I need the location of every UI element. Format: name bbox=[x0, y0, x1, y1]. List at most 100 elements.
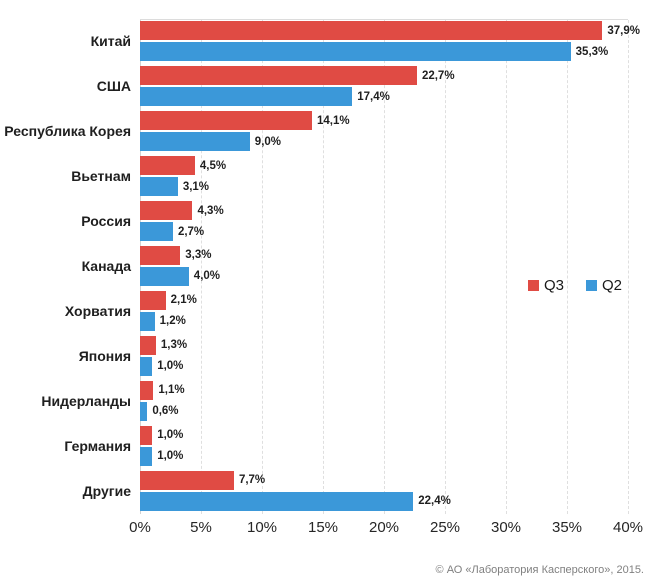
value-label: 1,0% bbox=[157, 360, 184, 373]
x-tick-label: 20% bbox=[368, 519, 400, 536]
gridline bbox=[506, 20, 507, 514]
legend-swatch bbox=[527, 280, 539, 291]
bar-line: 0,6% bbox=[140, 401, 628, 421]
bar-q3 bbox=[140, 380, 154, 400]
bar-q2 bbox=[140, 132, 250, 152]
value-label: 1,1% bbox=[158, 384, 185, 397]
x-tick-label: 0% bbox=[129, 519, 151, 536]
value-label: 1,2% bbox=[159, 315, 186, 328]
category-label: Япония bbox=[78, 347, 131, 364]
x-tick-label: 25% bbox=[429, 519, 461, 536]
category-row: Китай 37,9% 35,3% bbox=[0, 19, 640, 64]
category-label: Китай bbox=[90, 33, 131, 50]
bar-line: 4,3% bbox=[140, 201, 628, 221]
bar-line: 2,1% bbox=[140, 290, 628, 310]
bar-group: 3,3% 4,0% bbox=[140, 245, 628, 286]
bar-group: 14,1% 9,0% bbox=[140, 111, 628, 152]
category-row: Республика Корея 14,1% 9,0% bbox=[0, 109, 628, 154]
category-row: Другие 7,7% 22,4% bbox=[0, 468, 628, 513]
bar-q3 bbox=[140, 156, 195, 176]
bar-group: 7,7% 22,4% bbox=[140, 470, 628, 511]
bar-line: 7,7% bbox=[140, 470, 628, 490]
value-label: 1,0% bbox=[157, 450, 184, 463]
bar-line: 1,0% bbox=[140, 356, 628, 376]
bar-q2 bbox=[140, 356, 153, 376]
x-tick-label: 5% bbox=[190, 519, 212, 536]
bar-line: 14,1% bbox=[140, 111, 628, 131]
copyright-text: © АО «Лаборатория Касперского», 2015. bbox=[435, 564, 644, 576]
value-label: 4,3% bbox=[197, 204, 224, 217]
gridline bbox=[384, 20, 385, 514]
x-tick-label: 35% bbox=[551, 519, 583, 536]
bar-line: 35,3% bbox=[140, 42, 628, 62]
bar-q2 bbox=[140, 446, 153, 466]
category-label: Хорватия bbox=[64, 302, 131, 319]
legend-item-q3: Q3 bbox=[527, 277, 564, 294]
bar-line: 4,0% bbox=[140, 266, 628, 286]
bar-q3 bbox=[140, 66, 417, 86]
category-label: Республика Корея bbox=[4, 123, 131, 140]
value-label: 17,4% bbox=[357, 90, 390, 103]
value-label: 37,9% bbox=[607, 24, 640, 37]
category-label: США bbox=[96, 78, 131, 95]
value-label: 3,3% bbox=[185, 249, 212, 262]
category-label: Россия bbox=[81, 213, 131, 230]
value-label: 1,3% bbox=[160, 339, 188, 352]
value-label: 2,1% bbox=[170, 294, 197, 307]
bar-line: 1,2% bbox=[140, 311, 628, 331]
category-row: Канада 3,3% 4,0% bbox=[0, 244, 628, 289]
x-axis: 0% 5% 10% 15% 20% 25% 30% 35% 40% bbox=[129, 519, 643, 541]
value-label: 0,6% bbox=[152, 405, 179, 418]
bar-q2 bbox=[140, 266, 189, 286]
bar-q3 bbox=[140, 201, 193, 221]
bar-line: 3,3% bbox=[140, 245, 628, 265]
bar-group: 4,3% 2,7% bbox=[140, 201, 628, 242]
bar-line: 37,9% bbox=[140, 21, 640, 41]
bar-q3 bbox=[140, 470, 234, 490]
x-tick-label: 10% bbox=[246, 519, 278, 536]
bar-q2 bbox=[140, 177, 178, 197]
category-row: Россия 4,3% 2,7% bbox=[0, 199, 628, 244]
bar-line: 1,0% bbox=[140, 425, 628, 445]
gridline bbox=[628, 20, 629, 514]
bar-q2 bbox=[140, 401, 148, 421]
bar-line: 1,1% bbox=[140, 380, 628, 400]
bar-q3 bbox=[140, 111, 313, 131]
bar-line: 4,5% bbox=[140, 156, 628, 176]
category-label: Нидерланды bbox=[41, 392, 131, 409]
bar-q2 bbox=[140, 311, 155, 331]
gridline bbox=[445, 20, 446, 514]
bar-group: 1,1% 0,6% bbox=[140, 380, 628, 421]
x-tick-label: 15% bbox=[307, 519, 339, 536]
gridline bbox=[323, 20, 324, 514]
bar-q2 bbox=[140, 42, 571, 62]
category-label: Вьетнам bbox=[71, 168, 131, 185]
bar-line: 3,1% bbox=[140, 177, 628, 197]
value-label: 1,0% bbox=[157, 429, 184, 442]
bar-group: 2,1% 1,2% bbox=[140, 290, 628, 331]
value-label: 7,7% bbox=[238, 474, 266, 487]
category-label: Германия bbox=[64, 437, 131, 454]
value-label: 3,1% bbox=[182, 180, 210, 193]
legend-swatch bbox=[585, 280, 597, 291]
bar-group: 37,9% 35,3% bbox=[140, 21, 640, 62]
value-label: 14,1% bbox=[317, 114, 350, 127]
bar-group: 1,3% 1,0% bbox=[140, 335, 628, 376]
bar-q2 bbox=[140, 222, 173, 242]
category-label: Канада bbox=[81, 257, 131, 274]
value-label: 22,7% bbox=[421, 69, 455, 82]
category-row: Хорватия 2,1% 1,2% bbox=[0, 288, 628, 333]
bar-line: 1,0% bbox=[140, 446, 628, 466]
bar-group: 22,7% 17,4% bbox=[140, 66, 628, 107]
legend: Q3 Q2 bbox=[527, 277, 622, 294]
legend-label: Q2 bbox=[601, 277, 622, 294]
bar-line: 9,0% bbox=[140, 132, 628, 152]
bar-line: 17,4% bbox=[140, 87, 628, 107]
value-label: 4,0% bbox=[193, 270, 221, 283]
category-row: Германия 1,0% 1,0% bbox=[0, 423, 628, 468]
bar-line: 22,7% bbox=[140, 66, 628, 86]
x-tick-label: 30% bbox=[490, 519, 522, 536]
category-row: Нидерланды 1,1% 0,6% bbox=[0, 378, 628, 423]
bar-q3 bbox=[140, 245, 181, 265]
